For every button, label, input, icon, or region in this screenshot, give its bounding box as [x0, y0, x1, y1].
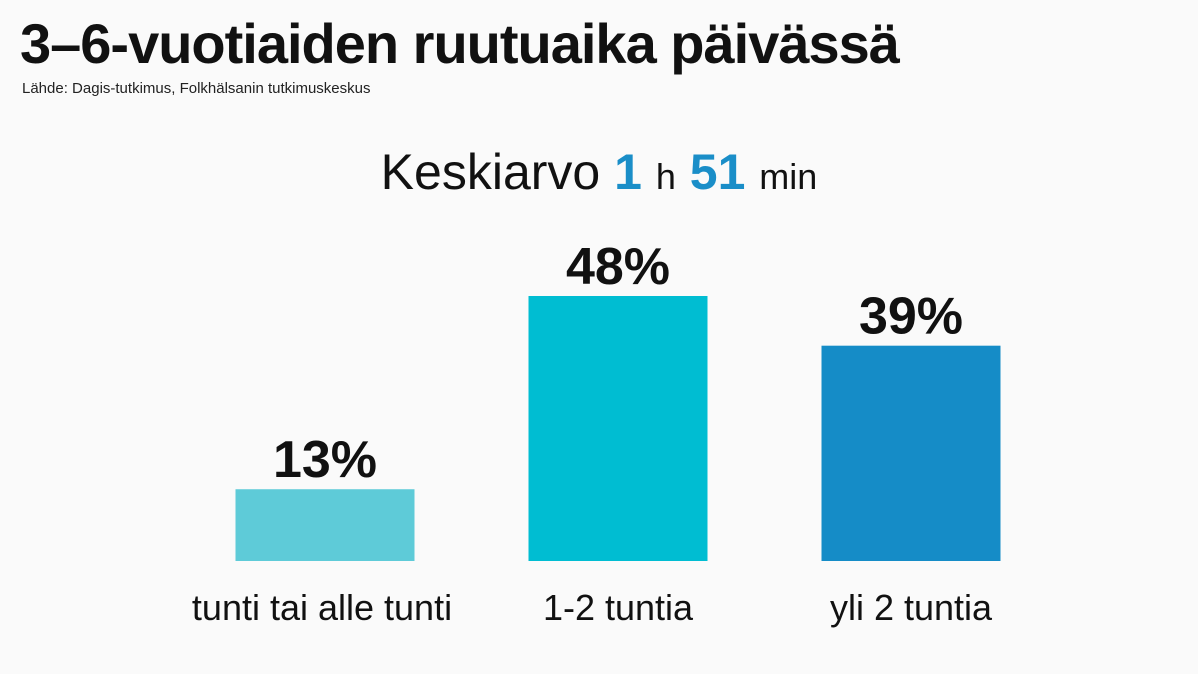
average-label: Keskiarvo	[380, 144, 601, 200]
value-label-1: 13%	[273, 431, 377, 489]
average-minutes-unit: min	[759, 156, 818, 197]
average-hours: 1	[614, 144, 642, 200]
average-summary: Keskiarvo 1 h 51 min	[0, 140, 1198, 209]
chart-title: 3–6-vuotiaiden ruutuaika päivässä	[20, 12, 900, 75]
average-minutes: 51	[689, 144, 746, 200]
value-label-3: 39%	[859, 288, 963, 346]
bar-3	[821, 345, 1001, 561]
category-label-1: tunti tai alle tunti	[192, 587, 452, 628]
bar-1	[235, 489, 415, 561]
average-hours-unit: h	[655, 156, 676, 197]
value-label-2: 48%	[566, 238, 670, 296]
category-label-3: yli 2 tuntia	[830, 587, 993, 628]
category-label-2: 1-2 tuntia	[543, 587, 694, 628]
bar-2	[528, 296, 708, 561]
source-note: Lähde: Dagis-tutkimus, Folkhälsanin tutk…	[22, 80, 371, 97]
